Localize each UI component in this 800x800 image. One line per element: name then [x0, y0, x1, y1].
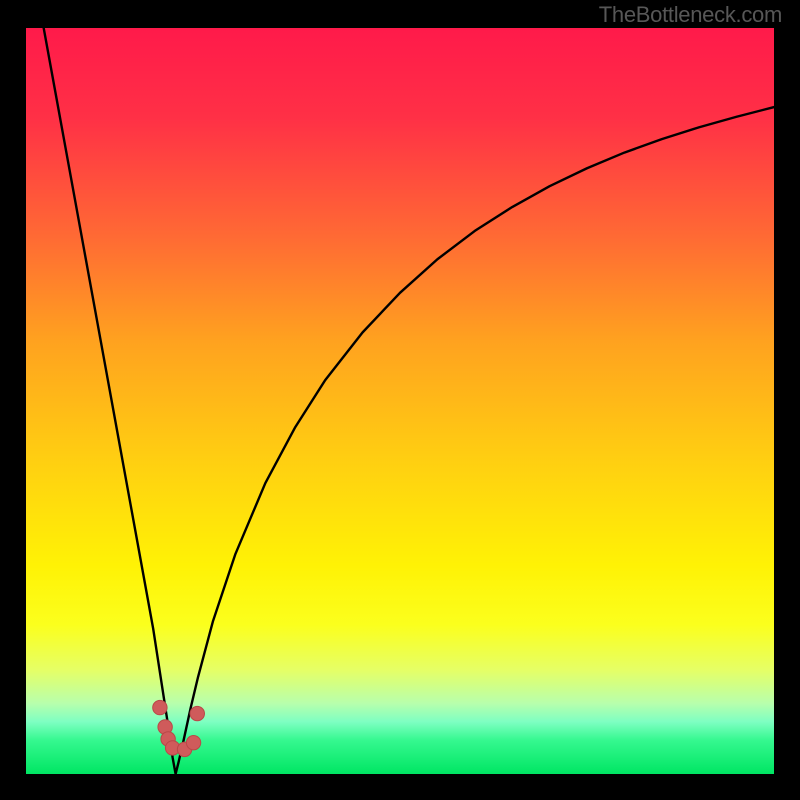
plot-area: [26, 28, 774, 774]
data-marker: [190, 706, 204, 720]
chart-container: TheBottleneck.com: [0, 0, 800, 800]
data-marker: [153, 700, 167, 714]
curve-layer: [26, 28, 774, 774]
watermark-text: TheBottleneck.com: [599, 2, 782, 28]
data-markers: [153, 700, 205, 756]
bottleneck-curve: [41, 28, 774, 774]
data-marker: [186, 735, 200, 749]
